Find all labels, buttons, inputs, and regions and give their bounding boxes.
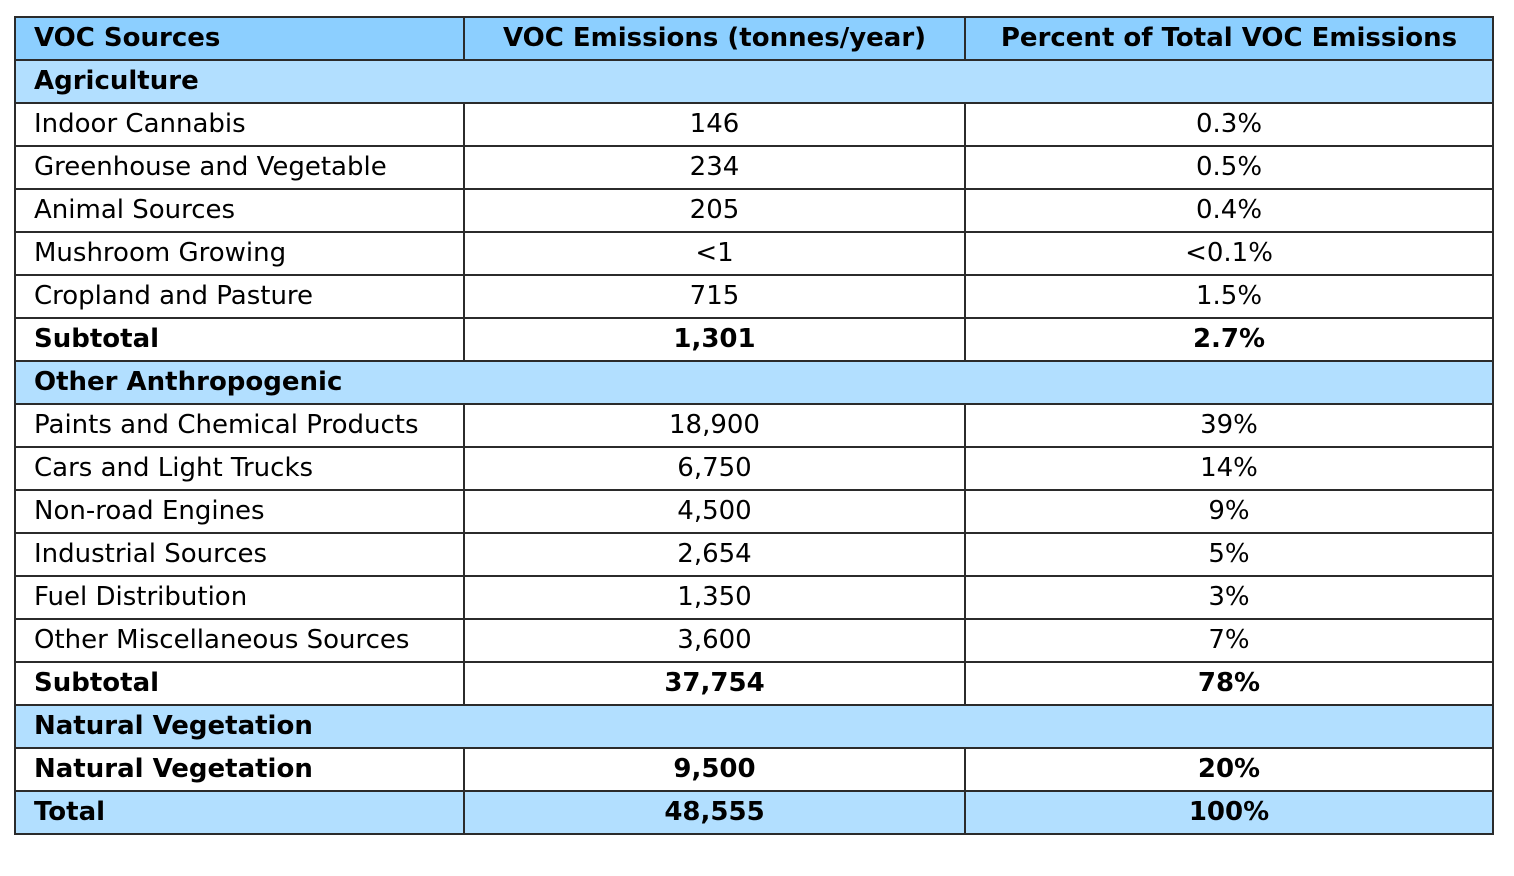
emissions-cell: <1: [463, 231, 966, 276]
emissions-cell: 1,350: [463, 575, 966, 620]
subtotal-label: Subtotal: [14, 661, 465, 706]
source-cell: Mushroom Growing: [14, 231, 465, 276]
section-header-row: Agriculture: [14, 59, 1494, 104]
subtotal-row: Subtotal 1,301 2.7%: [14, 317, 1494, 362]
emissions-cell: 2,654: [463, 532, 966, 577]
subtotal-emissions: 37,754: [463, 661, 966, 706]
source-cell: Other Miscellaneous Sources: [14, 618, 465, 663]
emissions-cell: 18,900: [463, 403, 966, 448]
section-label: Natural Vegetation: [14, 704, 1494, 749]
percent-cell: 0.5%: [964, 145, 1494, 190]
table-row: Industrial Sources 2,654 5%: [14, 532, 1494, 577]
source-cell: Paints and Chemical Products: [14, 403, 465, 448]
source-cell: Fuel Distribution: [14, 575, 465, 620]
percent-cell: 14%: [964, 446, 1494, 491]
voc-table-container: VOC Sources VOC Emissions (tonnes/year) …: [14, 16, 1494, 835]
table-row: Greenhouse and Vegetable 234 0.5%: [14, 145, 1494, 190]
emissions-cell: 4,500: [463, 489, 966, 534]
subtotal-percent: 78%: [964, 661, 1494, 706]
percent-cell: 9%: [964, 489, 1494, 534]
table-row: Animal Sources 205 0.4%: [14, 188, 1494, 233]
total-percent: 100%: [964, 790, 1494, 835]
percent-cell: 5%: [964, 532, 1494, 577]
subtotal-percent: 20%: [964, 747, 1494, 792]
table-header-row: VOC Sources VOC Emissions (tonnes/year) …: [14, 16, 1494, 61]
subtotal-label: Subtotal: [14, 317, 465, 362]
subtotal-percent: 2.7%: [964, 317, 1494, 362]
emissions-cell: 205: [463, 188, 966, 233]
table-body: Agriculture Indoor Cannabis 146 0.3% Greenho…: [14, 59, 1494, 835]
column-header-percent: Percent of Total VOC Emissions: [964, 16, 1494, 61]
section-label: Other Anthropogenic: [14, 360, 1494, 405]
subtotal-emissions: 9,500: [463, 747, 966, 792]
section-header-row: Natural Vegetation: [14, 704, 1494, 749]
percent-cell: 1.5%: [964, 274, 1494, 319]
percent-cell: 39%: [964, 403, 1494, 448]
subtotal-row: Natural Vegetation 9,500 20%: [14, 747, 1494, 792]
source-cell: Greenhouse and Vegetable: [14, 145, 465, 190]
table-row: Fuel Distribution 1,350 3%: [14, 575, 1494, 620]
subtotal-emissions: 1,301: [463, 317, 966, 362]
source-cell: Animal Sources: [14, 188, 465, 233]
percent-cell: 3%: [964, 575, 1494, 620]
total-emissions: 48,555: [463, 790, 966, 835]
subtotal-label: Natural Vegetation: [14, 747, 465, 792]
total-row: Total 48,555 100%: [14, 790, 1494, 835]
subtotal-row: Subtotal 37,754 78%: [14, 661, 1494, 706]
table-row: Mushroom Growing <1 <0.1%: [14, 231, 1494, 276]
percent-cell: 0.4%: [964, 188, 1494, 233]
emissions-cell: 234: [463, 145, 966, 190]
source-cell: Cropland and Pasture: [14, 274, 465, 319]
emissions-cell: 3,600: [463, 618, 966, 663]
table-row: Cars and Light Trucks 6,750 14%: [14, 446, 1494, 491]
emissions-cell: 715: [463, 274, 966, 319]
source-cell: Indoor Cannabis: [14, 102, 465, 147]
table-row: Paints and Chemical Products 18,900 39%: [14, 403, 1494, 448]
column-header-emissions: VOC Emissions (tonnes/year): [463, 16, 966, 61]
table-row: Cropland and Pasture 715 1.5%: [14, 274, 1494, 319]
section-header-row: Other Anthropogenic: [14, 360, 1494, 405]
percent-cell: 0.3%: [964, 102, 1494, 147]
table-row: Non-road Engines 4,500 9%: [14, 489, 1494, 534]
column-header-sources: VOC Sources: [14, 16, 465, 61]
percent-cell: <0.1%: [964, 231, 1494, 276]
source-cell: Industrial Sources: [14, 532, 465, 577]
emissions-cell: 146: [463, 102, 966, 147]
source-cell: Cars and Light Trucks: [14, 446, 465, 491]
table-row: Other Miscellaneous Sources 3,600 7%: [14, 618, 1494, 663]
total-label: Total: [14, 790, 465, 835]
section-label: Agriculture: [14, 59, 1494, 104]
source-cell: Non-road Engines: [14, 489, 465, 534]
emissions-cell: 6,750: [463, 446, 966, 491]
voc-emissions-table: VOC Sources VOC Emissions (tonnes/year) …: [14, 16, 1494, 835]
table-row: Indoor Cannabis 146 0.3%: [14, 102, 1494, 147]
percent-cell: 7%: [964, 618, 1494, 663]
